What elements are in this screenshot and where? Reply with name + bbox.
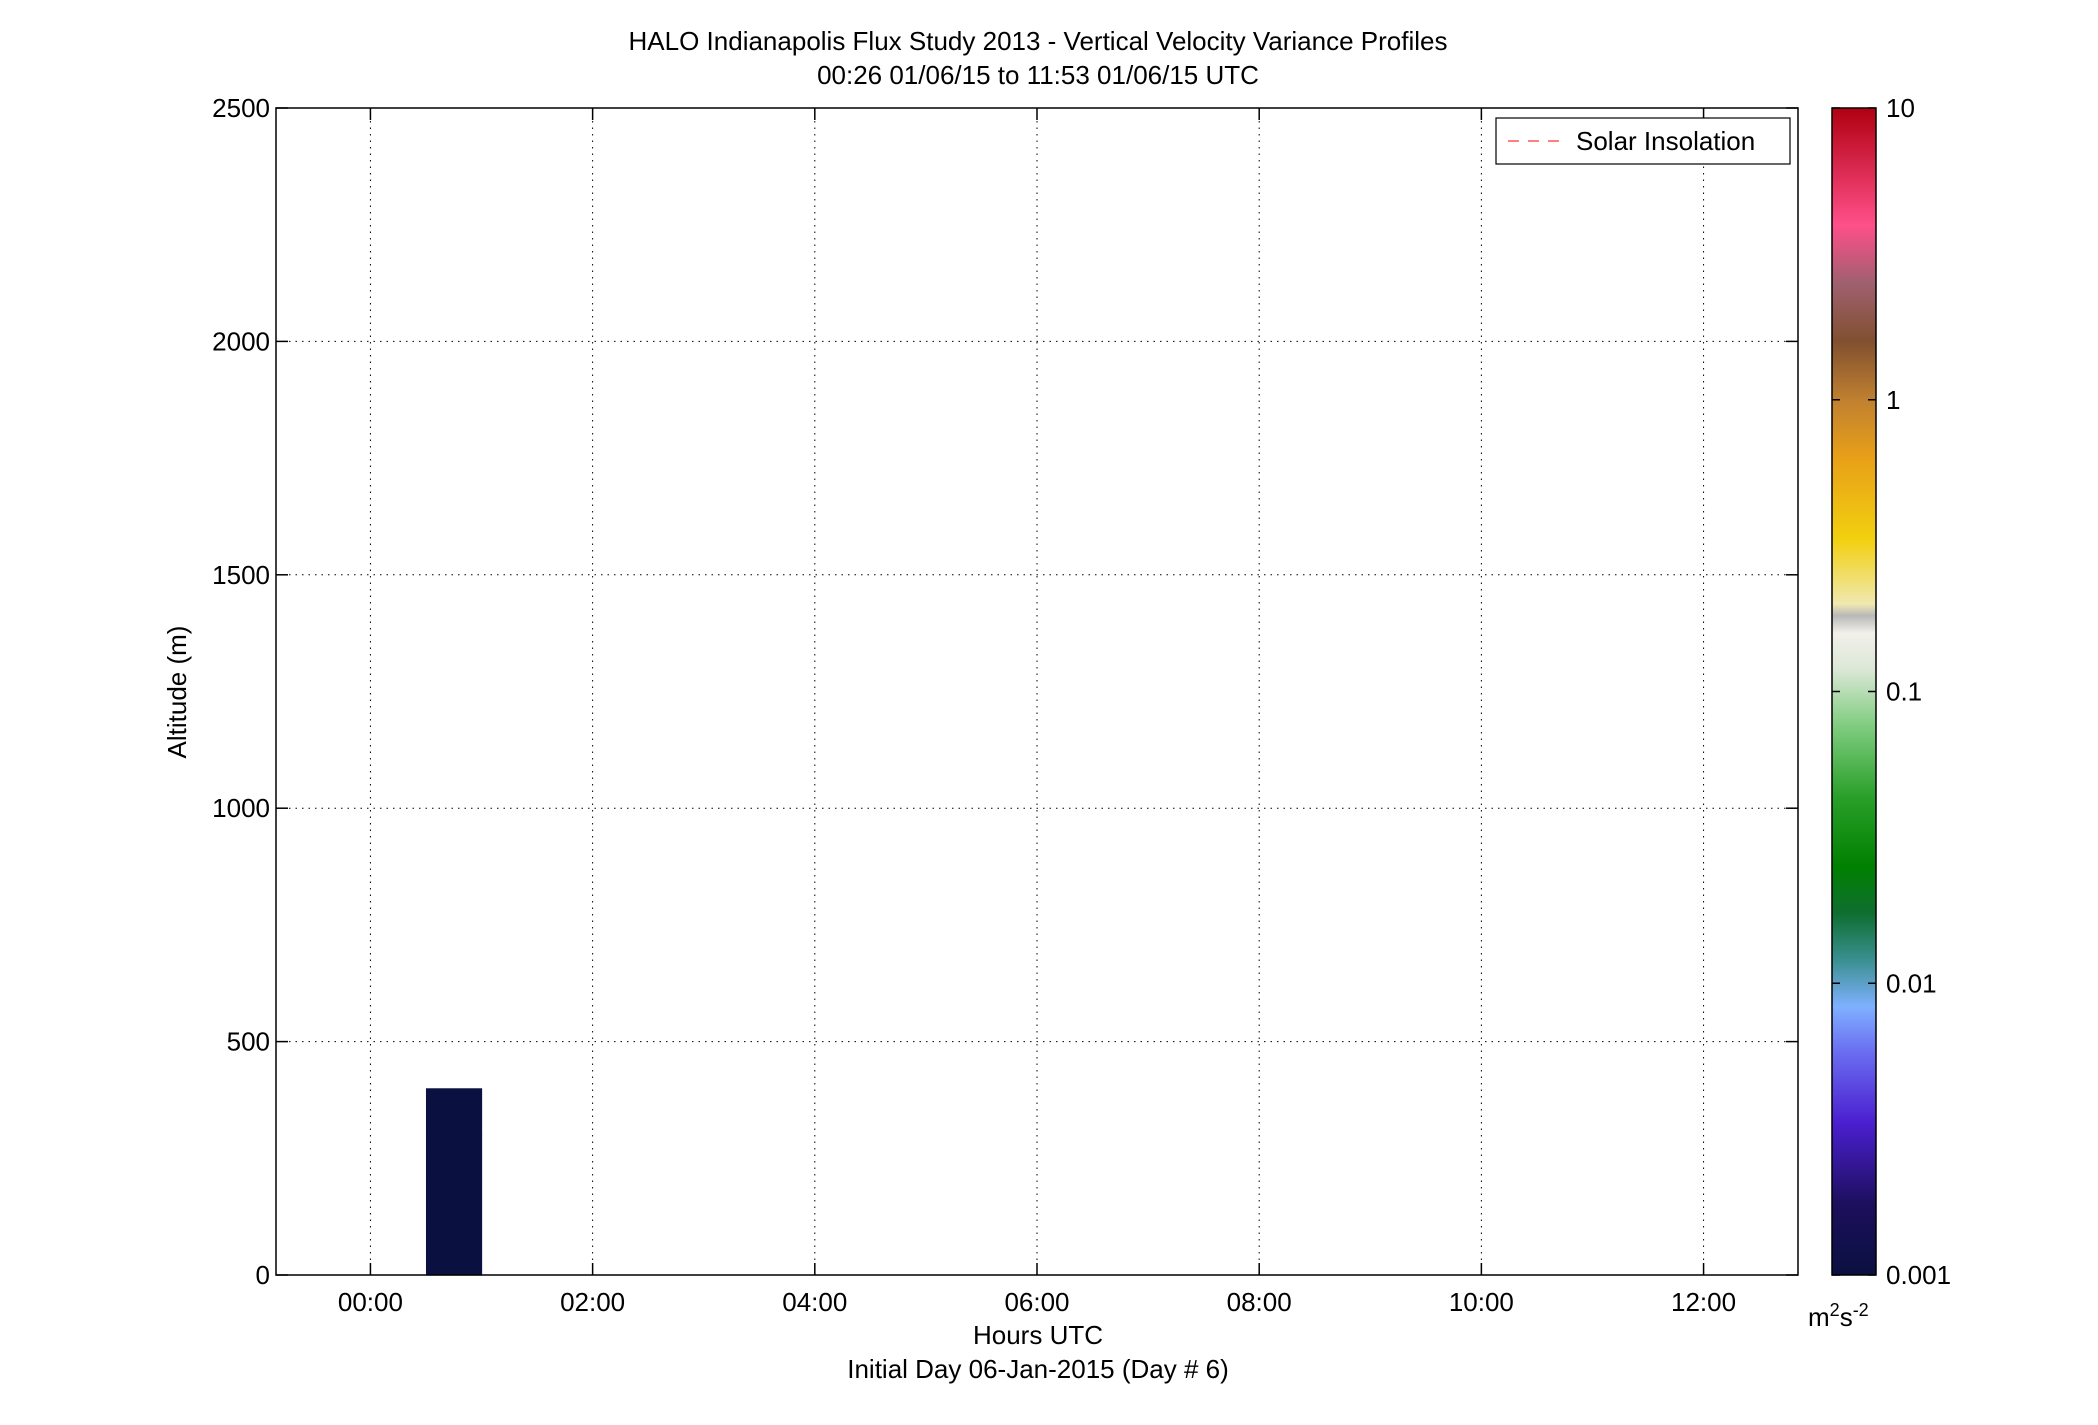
heatmap-cell: [425, 1204, 483, 1229]
colorbar-tick-label: 0.1: [1886, 677, 1922, 707]
colorbar: 0.001 0.01 0.1 1 10 m2s-2: [1808, 93, 1951, 1332]
plot-background: [276, 108, 1798, 1275]
chart-title: HALO Indianapolis Flux Study 2013 - Vert…: [629, 26, 1448, 56]
x-axis-label: Hours UTC: [973, 1320, 1103, 1350]
colorbar-tick-label: 10: [1886, 93, 1915, 123]
x-tick-label: 10:00: [1449, 1287, 1514, 1317]
x-tick-label: 06:00: [1004, 1287, 1069, 1317]
colorbar-tick-label: 1: [1886, 385, 1900, 415]
legend-label-solar-insolation: Solar Insolation: [1576, 126, 1755, 156]
plot-area: 00:00 02:00 04:00 06:00 08:00 10:00 12:00 0 500 1…: [212, 93, 1799, 1317]
x-axis-label-secondary: Initial Day 06-Jan-2015 (Day # 6): [847, 1354, 1229, 1384]
y-tick-label: 2000: [212, 326, 270, 356]
y-tick-label: 500: [227, 1027, 270, 1057]
heatmap-cell: [425, 1088, 483, 1113]
heatmap-cell: [425, 1111, 483, 1136]
y-axis-label: Altitude (m): [162, 626, 192, 759]
y-tick-label: 0: [256, 1260, 270, 1290]
chart-subtitle: 00:26 01/06/15 to 11:53 01/06/15 UTC: [817, 60, 1259, 90]
grid-lines: [276, 108, 1798, 1275]
y-tick-label: 1500: [212, 560, 270, 590]
x-tick-label: 02:00: [560, 1287, 625, 1317]
heatmap-cell: [425, 1228, 483, 1253]
x-tick-label: 08:00: [1227, 1287, 1292, 1317]
axis-ticks: 00:00 02:00 04:00 06:00 08:00 10:00 12:00 0 500 1…: [212, 93, 1798, 1317]
colorbar-tick-label: 0.01: [1886, 968, 1937, 998]
x-tick-label: 04:00: [782, 1287, 847, 1317]
heatmap-cell: [425, 1251, 483, 1276]
legend-box: [1495, 117, 1791, 165]
colorbar-unit: m2s-2: [1808, 1300, 1869, 1332]
x-tick-label: 12:00: [1671, 1287, 1736, 1317]
colorbar-tick-label: 0.001: [1886, 1260, 1951, 1290]
heatmap-cell: [425, 1134, 483, 1159]
legend: Solar Insolation: [1495, 117, 1791, 165]
y-tick-label: 2500: [212, 93, 270, 123]
heatmap-cell: [425, 1158, 483, 1183]
colorbar-ticks: 0.001 0.01 0.1 1 10: [1832, 93, 1951, 1290]
heatmap-cells: [425, 1088, 483, 1276]
heatmap-cell: [425, 1181, 483, 1206]
y-tick-label: 1000: [212, 793, 270, 823]
x-tick-label: 00:00: [338, 1287, 403, 1317]
